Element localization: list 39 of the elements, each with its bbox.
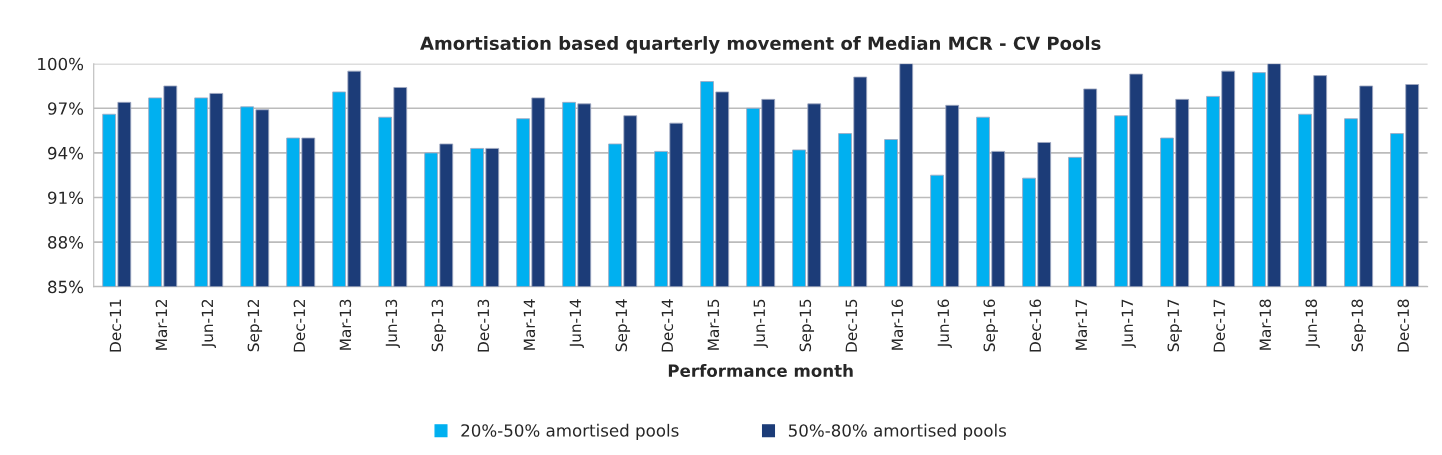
x-tick-label: Sep-16	[983, 299, 999, 352]
x-tick-label: Sep-13	[431, 299, 447, 352]
y-tick-label: 85%	[48, 280, 84, 294]
x-tick-label: Jun-13	[385, 299, 400, 349]
legend-label: 20%-50% amortised pools	[461, 423, 679, 440]
x-tick-label: Mar-13	[339, 299, 352, 350]
x-tick-label: Jun-18	[1305, 299, 1320, 349]
x-tick-label: Jun-16	[937, 299, 952, 349]
y-tick-label: 97%	[48, 102, 84, 115]
x-axis-title: Performance month	[668, 364, 853, 377]
x-tick-label: Dec-13	[477, 299, 490, 352]
legend-label: 50%-80% amortised pools	[788, 423, 1007, 440]
x-tick-label: Mar-17	[1075, 299, 1088, 350]
x-tick-label: Dec-17	[1213, 299, 1226, 352]
x-tick-label: Jun-17	[1121, 299, 1136, 349]
x-tick-label: Jun-14	[569, 299, 584, 349]
x-tick-label: Dec-11	[109, 299, 122, 352]
y-tick-label: 94%	[48, 146, 84, 160]
x-tick-label: Sep-14	[615, 299, 631, 352]
y-tick-label: 91%	[48, 191, 84, 205]
x-tick-label: Mar-12	[155, 299, 168, 350]
y-tick-label: 88%	[48, 236, 84, 249]
x-tick-label: Sep-12	[247, 299, 263, 352]
x-tick-label: Mar-15	[707, 299, 720, 350]
x-tick-label: Dec-18	[1397, 299, 1410, 352]
x-tick-label: Dec-14	[661, 299, 674, 352]
x-tick-label: Dec-12	[293, 299, 306, 352]
x-tick-label: Mar-16	[891, 299, 904, 350]
x-tick-label: Jun-12	[201, 299, 216, 349]
x-tick-label: Sep-18	[1351, 299, 1366, 352]
x-tick-label: Dec-16	[1029, 299, 1042, 352]
x-tick-label: Dec-15	[845, 299, 858, 352]
x-tick-label: Sep-17	[1167, 299, 1182, 352]
x-tick-label: Sep-15	[799, 299, 815, 352]
x-tick-label: Jun-15	[753, 299, 768, 349]
y-tick-label: 100%	[38, 57, 84, 71]
x-tick-label: Mar-18	[1259, 299, 1272, 350]
x-tick-label: Mar-14	[523, 299, 536, 350]
chart-title: Amortisation based quarterly movement of Median MCR - CV Pools	[420, 36, 1101, 54]
